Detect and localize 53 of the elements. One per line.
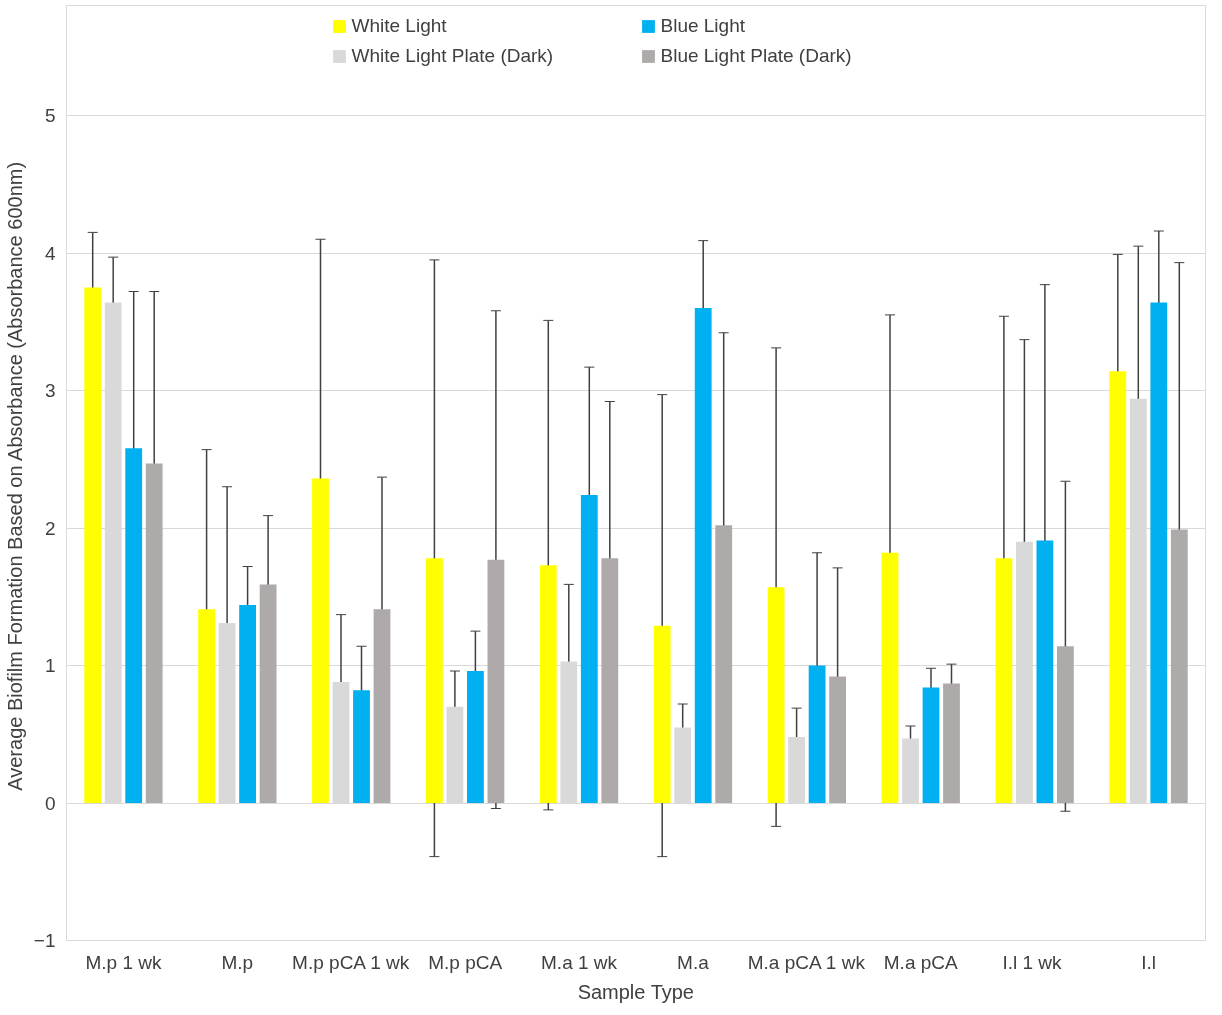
bar	[487, 559, 505, 803]
x-tick-label: I.l	[1141, 951, 1156, 973]
y-tick-label: 1	[44, 655, 56, 676]
x-tick-label: M.a pCA 1 wk	[747, 951, 866, 973]
bar	[580, 495, 598, 803]
legend-label: Blue Light	[660, 15, 746, 37]
x-tick-label: M.a	[677, 951, 710, 973]
bar	[425, 558, 443, 803]
bar	[995, 558, 1013, 803]
bar	[1057, 646, 1074, 803]
legend-label: White Light	[351, 15, 448, 37]
bar	[84, 287, 102, 803]
bar	[312, 478, 329, 803]
bar	[1109, 371, 1127, 803]
x-tick-label: M.p 1 wk	[85, 951, 162, 973]
x-tick-label: M.p	[221, 951, 254, 973]
bar	[1150, 302, 1168, 803]
bar	[539, 565, 557, 803]
y-axis-title: Average Biofilm Formation Based on Absorbance (Absorbance 600nm)	[3, 161, 26, 791]
x-tick-label: M.a 1 wk	[541, 951, 618, 973]
bar	[715, 525, 733, 803]
bar	[239, 605, 257, 803]
y-tick-label: 5	[44, 105, 56, 126]
x-tick-label: M.a pCA	[883, 951, 959, 973]
bar	[767, 587, 785, 803]
bar	[694, 308, 712, 803]
bar	[881, 552, 899, 803]
x-tick-label: M.p pCA 1 wk	[292, 951, 410, 973]
x-tick-label: I.l 1 wk	[1002, 951, 1063, 973]
bar	[145, 463, 163, 803]
y-tick-label: 2	[44, 517, 56, 539]
y-tick-label: −1	[33, 930, 56, 951]
legend-label: White Light Plate (Dark)	[351, 45, 555, 67]
bar	[198, 609, 215, 803]
y-tick-label: 0	[44, 792, 56, 814]
bar	[943, 683, 960, 803]
bar	[125, 448, 143, 803]
bar	[922, 687, 940, 803]
bar	[353, 690, 370, 803]
x-axis-title: Sample Type	[577, 980, 695, 1003]
bar	[259, 584, 277, 803]
legend-label: Blue Light Plate (Dark)	[660, 45, 853, 67]
bar	[373, 609, 391, 803]
bar	[467, 671, 484, 803]
y-tick-label: 3	[44, 380, 56, 401]
bar	[653, 625, 671, 803]
bar	[601, 558, 619, 803]
x-tick-label: M.p pCA	[428, 951, 503, 973]
bar	[808, 665, 826, 803]
bar	[829, 676, 847, 803]
bar	[1036, 540, 1054, 803]
bar	[1170, 529, 1188, 803]
y-tick-label: 4	[44, 242, 56, 264]
